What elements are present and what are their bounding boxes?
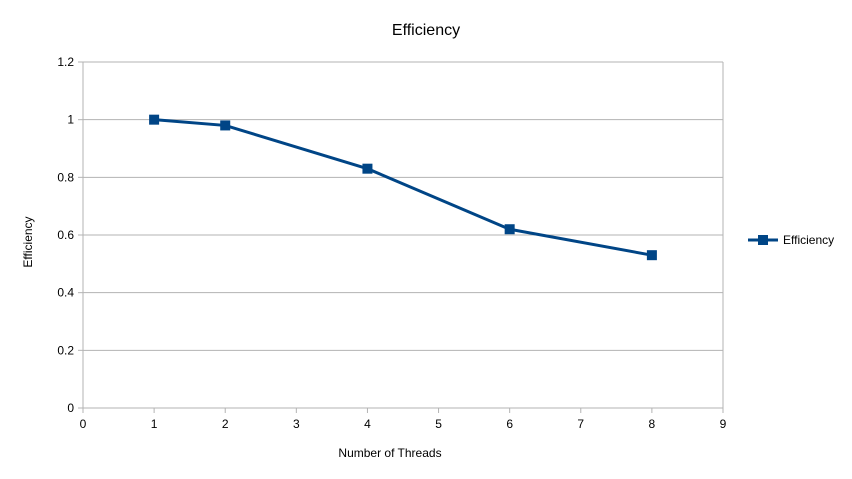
- data-point-marker: [646, 250, 657, 261]
- x-tick-label: 6: [506, 417, 513, 431]
- legend-marker: [758, 235, 768, 245]
- x-tick-label: 5: [435, 417, 442, 431]
- legend-label: Efficiency: [783, 233, 834, 247]
- chart-title: Efficiency: [392, 22, 460, 39]
- y-tick-label: 1.2: [57, 55, 74, 69]
- plot-area: 0 0.2 0.4 0.6 0.8 1 1.2 0 1 2 3 4 5 6 7 8 9: [57, 55, 726, 431]
- data-point-marker: [149, 114, 160, 125]
- x-tick-label: 1: [151, 417, 158, 431]
- legend: Efficiency: [748, 233, 834, 247]
- y-tick-label: 0.6: [57, 228, 74, 242]
- x-tick-label: 8: [649, 417, 656, 431]
- x-tick-label: 9: [720, 417, 727, 431]
- y-tick-label: 0: [67, 401, 74, 415]
- x-tick-label: 3: [293, 417, 300, 431]
- y-tick-label: 0.8: [57, 170, 74, 184]
- x-axis-title: Number of Threads: [338, 446, 441, 460]
- y-tick-label: 0.4: [57, 286, 74, 300]
- x-tick-label: 0: [80, 417, 87, 431]
- data-point-marker: [504, 224, 515, 235]
- y-axis-title: Efficiency: [21, 216, 35, 267]
- data-point-marker: [220, 120, 231, 131]
- x-tick-label: 2: [222, 417, 229, 431]
- x-tick-label: 7: [577, 417, 584, 431]
- data-point-marker: [362, 163, 373, 174]
- x-tick-label: 4: [364, 417, 371, 431]
- y-tick-label: 1: [67, 113, 74, 127]
- y-tick-label: 0.2: [57, 343, 74, 357]
